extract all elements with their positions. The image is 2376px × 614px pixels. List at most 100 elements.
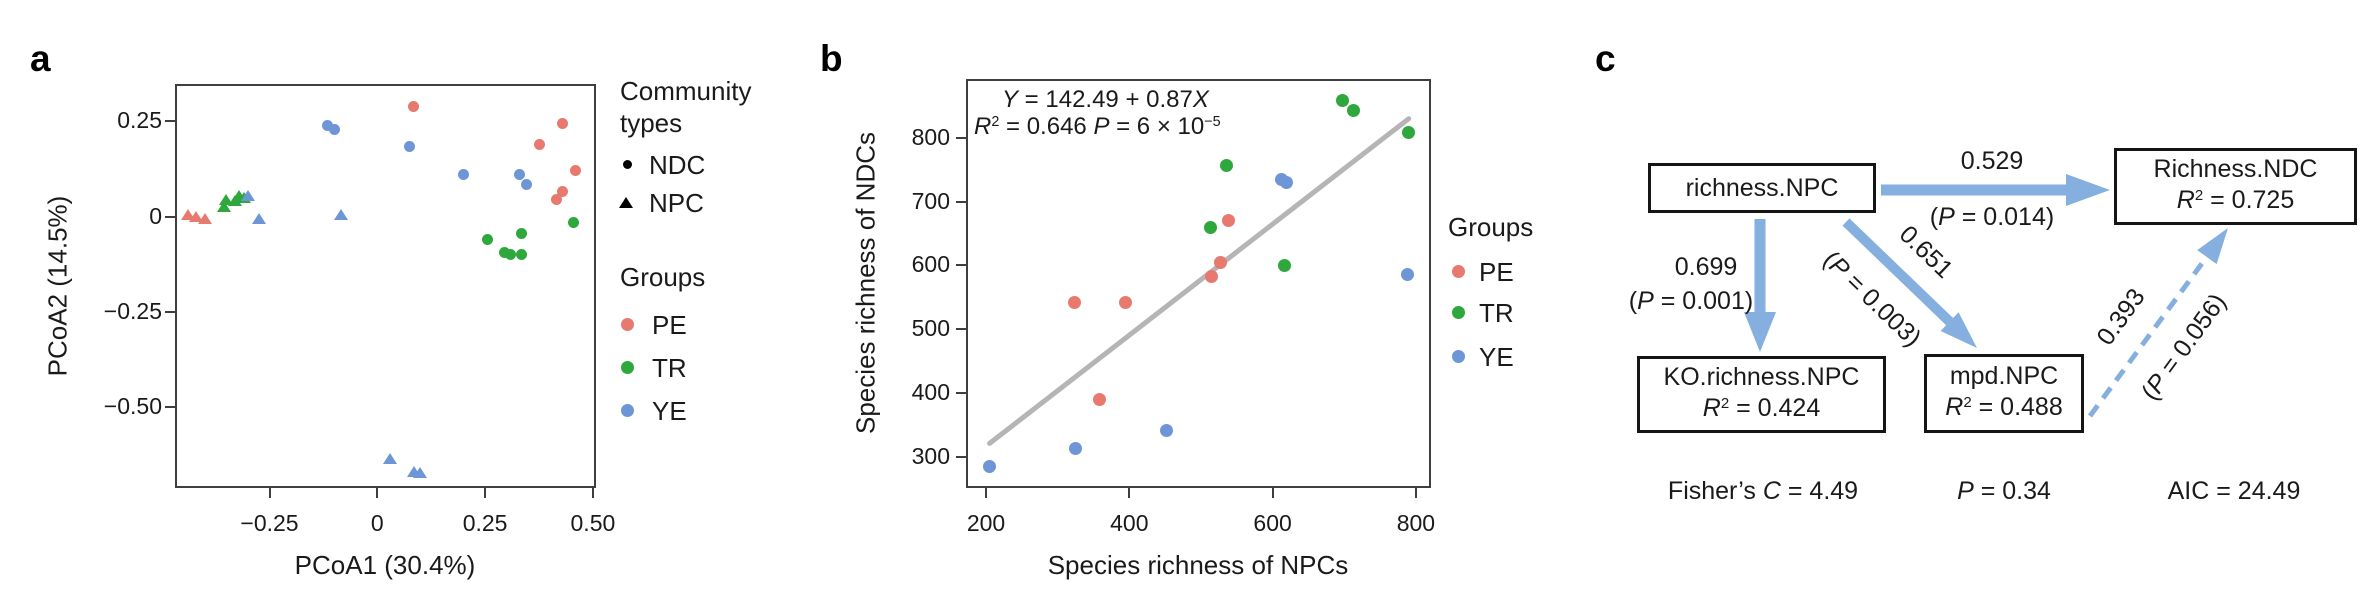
arrow-mpd-to-ndc-head bbox=[2197, 228, 2228, 265]
panel-a-y-tick bbox=[165, 406, 175, 409]
panel-a-legend-groups-title: Groups bbox=[620, 262, 706, 292]
r2-value: = 0.725 bbox=[2203, 186, 2295, 214]
panel-a-point-YE-NPC bbox=[240, 189, 255, 201]
panel-b-point-YE bbox=[983, 459, 997, 473]
panel-b-point-TR bbox=[1335, 94, 1349, 108]
panel-b-y-tick bbox=[956, 455, 966, 458]
arrow-npc-to-ko-head bbox=[1744, 312, 1776, 352]
edge-npc-ko-coefficient: 0.699 bbox=[1674, 253, 1738, 281]
panel-a-x-tick bbox=[376, 488, 379, 498]
panel-b-point-PE bbox=[1092, 392, 1106, 406]
panel-b-x-axis-title: Species richness of NPCs bbox=[1047, 550, 1349, 580]
panel-a-point-TR-NDC bbox=[499, 247, 510, 259]
r-exponent: 2 bbox=[2194, 186, 2204, 204]
panel-b-plot-area bbox=[966, 79, 1431, 488]
r2-value: = 0.488 bbox=[1971, 393, 2063, 421]
panel-b-point-TR bbox=[1203, 220, 1217, 234]
panel-b-x-tick bbox=[1271, 488, 1274, 498]
panel-a-x-tick-label: 0 bbox=[370, 510, 384, 536]
panel-b-y-tick-label: 300 bbox=[911, 442, 950, 469]
node-richness-ndc-label: Richness.NDC bbox=[2153, 155, 2318, 183]
pe-color-swatch-icon bbox=[1452, 265, 1465, 278]
p-symbol: P bbox=[1637, 287, 1654, 315]
paren: ( bbox=[1628, 287, 1638, 315]
p-value: = 0.056) bbox=[2150, 288, 2232, 386]
panel-b-legend-groups-title: Groups bbox=[1448, 212, 1534, 242]
tr-color-swatch-icon bbox=[621, 361, 634, 374]
fisher-value: = 4.49 bbox=[1780, 477, 1859, 505]
panel-a-legend-item-npc: NPC bbox=[649, 188, 704, 218]
panel-b-legend-item-ye: YE bbox=[1479, 342, 1514, 372]
panel-b-point-YE bbox=[1069, 441, 1083, 455]
panel-a-point-TR-NDC bbox=[516, 228, 528, 240]
panel-a-legend-item-tr: TR bbox=[652, 353, 687, 383]
panel-b-legend-item-pe: PE bbox=[1479, 257, 1514, 287]
panel-a-y-axis-title: PCoA2 (14.5%) bbox=[42, 195, 73, 377]
panel-b-point-TR bbox=[1278, 258, 1292, 272]
panel-b-x-tick-label: 200 bbox=[966, 510, 1006, 536]
r-symbol: R bbox=[1702, 394, 1721, 422]
panel-a-point-TR-NDC bbox=[481, 234, 493, 246]
panel-b-x-tick bbox=[1128, 488, 1131, 498]
panel-a-x-tick-label: 0.50 bbox=[570, 510, 616, 536]
panel-b-y-tick bbox=[956, 200, 966, 203]
p-value: = 0.001) bbox=[1653, 287, 1754, 315]
arrow-npc-to-ndc-head bbox=[2066, 174, 2110, 206]
panel-b-y-tick bbox=[956, 264, 966, 267]
panel-a-point-TR-NDC bbox=[516, 249, 528, 261]
panel-a-point-TR-NPC bbox=[219, 193, 234, 205]
panel-b-x-tick-label: 400 bbox=[1110, 510, 1149, 536]
r-exponent: 2 bbox=[1963, 393, 1972, 411]
p-value: = 0.34 bbox=[1973, 477, 2051, 505]
panel-a-x-axis-title: PCoA1 (30.4%) bbox=[294, 550, 476, 580]
tr-color-swatch-icon bbox=[1452, 306, 1465, 319]
p-value: = 0.014) bbox=[1954, 203, 2055, 231]
panel-a-y-tick-label: 0.25 bbox=[117, 107, 162, 134]
panel-b-x-tick bbox=[1414, 488, 1417, 498]
panel-b-legend-item-tr: TR bbox=[1479, 298, 1514, 328]
node-mpd-npc: mpd.NPC R2 = 0.488 bbox=[1924, 354, 2084, 433]
panel-a-legend-item-ndc: NDC bbox=[649, 150, 706, 180]
aic-statistic: AIC = 24.49 bbox=[2167, 477, 2301, 505]
panel-a-y-tick bbox=[165, 311, 175, 314]
panel-b-y-tick bbox=[956, 391, 966, 394]
fishers-c-statistic: Fisher’s C = 4.49 bbox=[1668, 477, 1858, 505]
r2-value: = 0.424 bbox=[1729, 394, 1821, 422]
panel-a-x-tick-label: −0.25 bbox=[240, 510, 299, 536]
node-ko-richness-npc-label: KO.richness.NPC bbox=[1663, 363, 1860, 391]
panel-a-point-YE-NDC bbox=[520, 178, 532, 190]
panel-a-point-PE-NDC bbox=[557, 186, 569, 198]
panel-a-point-YE-NDC bbox=[404, 140, 416, 152]
panel-a-point-YE-NDC bbox=[328, 123, 340, 135]
panel-a-point-YE-NPC bbox=[413, 466, 428, 478]
panel-a-point-PE-NPC bbox=[197, 212, 212, 224]
node-richness-ndc: Richness.NDC R2 = 0.725 bbox=[2114, 148, 2357, 225]
panel-a-point-YE-NPC bbox=[383, 452, 398, 464]
panel-a-label: a bbox=[30, 38, 51, 79]
panel-b-y-tick bbox=[956, 136, 966, 139]
r-squared-value: = 0.646 bbox=[999, 113, 1094, 140]
p-symbol: P bbox=[1957, 477, 1974, 505]
ye-color-swatch-icon bbox=[1452, 350, 1465, 363]
node-ko-richness-npc: KO.richness.NPC R2 = 0.424 bbox=[1637, 356, 1886, 433]
node-mpd-npc-r2: R2 = 0.488 bbox=[1945, 392, 2062, 426]
node-mpd-npc-label: mpd.NPC bbox=[1949, 362, 2059, 390]
panel-b-y-axis-title: Species richness of NDCs bbox=[850, 132, 881, 434]
c-symbol: C bbox=[1762, 477, 1781, 505]
edge-npc-mpd-pvalue: (P = 0.003) bbox=[1818, 246, 1927, 353]
panel-a-plot-area bbox=[175, 84, 596, 488]
panel-a-point-TR-NDC bbox=[505, 249, 517, 261]
panel-c-label: c bbox=[1595, 38, 1616, 79]
panel-a-point-PE-NDC bbox=[557, 117, 569, 129]
panel-a-point-YE-NDC bbox=[514, 169, 526, 181]
panel-b-label: b bbox=[820, 38, 843, 79]
r-exponent: 2 bbox=[1720, 394, 1730, 412]
panel-b-point-TR bbox=[1347, 103, 1361, 117]
node-richness-npc: richness.NPC bbox=[1648, 163, 1876, 213]
panel-b-x-tick-label: 600 bbox=[1253, 510, 1292, 536]
pe-color-swatch-icon bbox=[621, 318, 634, 331]
r-squared-symbol: R bbox=[974, 113, 992, 140]
panel-a-point-TR-NDC bbox=[567, 216, 579, 228]
panel-b-x-tick-label: 800 bbox=[1396, 510, 1436, 536]
